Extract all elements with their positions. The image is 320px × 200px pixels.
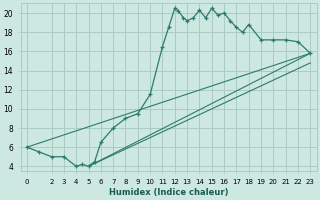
X-axis label: Humidex (Indice chaleur): Humidex (Indice chaleur) [109,188,228,197]
